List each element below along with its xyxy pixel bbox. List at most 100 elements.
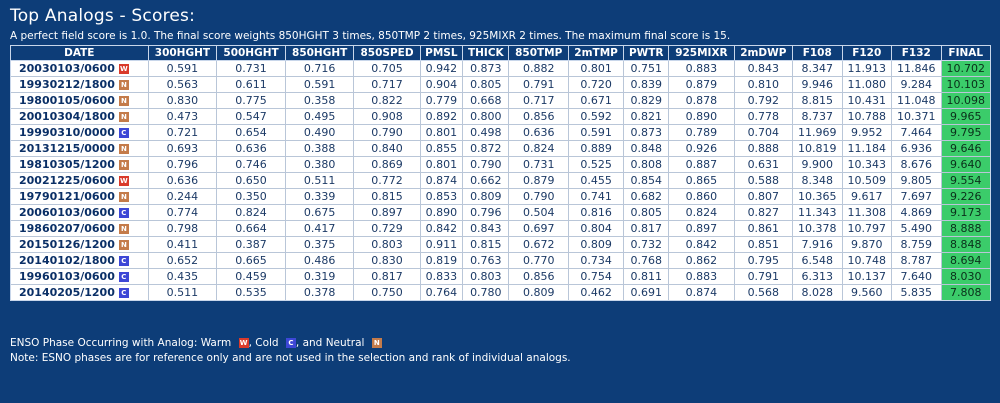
score-cell: 0.897 [669, 221, 735, 237]
score-cell: 0.804 [568, 221, 625, 237]
table-row: 19800105/0600 N 0.830 0.775 0.358 0.822 0.779 0… [11, 93, 990, 109]
enso-phase-badge-icon: C [118, 272, 129, 282]
date-text: 20030103/0600 [19, 62, 115, 75]
score-cell: 0.411 [148, 237, 218, 253]
score-cell: 0.592 [568, 109, 625, 125]
score-cell: 0.790 [354, 125, 421, 141]
date-cell: 19860207/0600 N [11, 221, 149, 237]
date-text: 20140102/1800 [19, 254, 115, 267]
score-cell: 0.375 [285, 237, 355, 253]
date-cell: 20131215/0000 N [11, 141, 149, 157]
score-cell: 0.350 [217, 189, 286, 205]
score-cell: 0.810 [734, 77, 793, 93]
score-cell: 0.588 [734, 173, 793, 189]
analog-scores-table: DATE 300HGHT 500HGHT 850HGHT 850SPED PMSL THIC… [11, 46, 990, 300]
table-row: 20060103/0600 C 0.774 0.824 0.675 0.897 0.890 0… [11, 205, 990, 221]
score-cell: 0.817 [354, 269, 421, 285]
score-cell: 0.591 [285, 77, 355, 93]
score-cell: 0.873 [463, 61, 510, 77]
score-cell: 0.662 [463, 173, 510, 189]
score-cell: 9.946 [792, 77, 843, 93]
score-cell: 10.797 [842, 221, 893, 237]
enso-phase-badge-icon: C [118, 128, 129, 138]
date-cell: 19810305/1200 N [11, 157, 149, 173]
score-cell: 0.319 [285, 269, 355, 285]
score-cell: 0.721 [148, 125, 218, 141]
final-score-cell: 10.098 [941, 93, 990, 109]
date-text: 19800105/0600 [19, 94, 115, 107]
score-cell: 0.779 [420, 93, 464, 109]
analog-scores-table-wrapper: DATE 300HGHT 500HGHT 850HGHT 850SPED PMSL THIC… [10, 45, 991, 301]
score-cell: 0.664 [217, 221, 286, 237]
enso-phase-badge-icon: N [118, 160, 129, 170]
table-row: 19990310/0000 C 0.721 0.654 0.490 0.790 0.801 0… [11, 125, 990, 141]
score-cell: 0.824 [669, 205, 735, 221]
legend-neutral-label: , and Neutral [295, 337, 365, 349]
score-cell: 0.774 [148, 205, 218, 221]
score-cell: 9.284 [892, 77, 942, 93]
score-cell: 8.787 [892, 253, 942, 269]
score-cell: 6.313 [792, 269, 843, 285]
score-cell: 0.611 [217, 77, 286, 93]
score-cell: 11.913 [842, 61, 893, 77]
score-cell: 0.791 [509, 77, 569, 93]
date-text: 20021225/0600 [19, 174, 115, 187]
score-cell: 0.691 [624, 285, 670, 300]
score-cell: 0.435 [148, 269, 218, 285]
score-cell: 0.883 [669, 269, 735, 285]
score-cell: 8.759 [892, 237, 942, 253]
enso-phase-badge-icon: N [118, 80, 129, 90]
score-cell: 0.795 [734, 253, 793, 269]
date-text: 20010304/1800 [19, 110, 115, 123]
score-cell: 0.671 [568, 93, 625, 109]
enso-phase-badge-icon: N [118, 192, 129, 202]
score-cell: 0.808 [624, 157, 670, 173]
column-header-850tmp: 850TMP [509, 46, 569, 61]
table-row: 20021225/0600 W 0.636 0.650 0.511 0.772 0.874 0… [11, 173, 990, 189]
date-cell: 20030103/0600 W [11, 61, 149, 77]
score-cell: 0.856 [509, 109, 569, 125]
date-cell: 20140102/1800 C [11, 253, 149, 269]
score-cell: 0.770 [509, 253, 569, 269]
score-cell: 0.654 [217, 125, 286, 141]
score-cell: 0.697 [509, 221, 569, 237]
score-cell: 10.365 [792, 189, 843, 205]
date-cell: 19960103/0600 C [11, 269, 149, 285]
date-cell: 20150126/1200 N [11, 237, 149, 253]
score-cell: 0.862 [669, 253, 735, 269]
column-header-date: DATE [11, 46, 149, 61]
score-cell: 0.511 [285, 173, 355, 189]
score-cell: 0.789 [669, 125, 735, 141]
score-cell: 0.908 [354, 109, 421, 125]
date-text: 19810305/1200 [19, 158, 115, 171]
score-cell: 0.911 [420, 237, 464, 253]
score-cell: 0.720 [568, 77, 625, 93]
score-cell: 0.734 [568, 253, 625, 269]
date-cell: 20060103/0600 C [11, 205, 149, 221]
score-cell: 0.816 [568, 205, 625, 221]
table-row: 19960103/0600 C 0.435 0.459 0.319 0.817 0.833 0… [11, 269, 990, 285]
score-cell: 7.640 [892, 269, 942, 285]
score-cell: 0.854 [624, 173, 670, 189]
final-score-cell: 9.173 [941, 205, 990, 221]
date-text: 19930212/1800 [19, 78, 115, 91]
score-cell: 0.842 [669, 237, 735, 253]
enso-phase-badge-icon: N [118, 112, 129, 122]
score-cell: 6.548 [792, 253, 843, 269]
final-score-cell: 8.888 [941, 221, 990, 237]
score-cell: 10.343 [842, 157, 893, 173]
warm-badge-icon: W [238, 338, 249, 348]
score-cell: 0.890 [420, 205, 464, 221]
page-title: Top Analogs - Scores: [10, 6, 196, 26]
score-cell: 0.942 [420, 61, 464, 77]
table-row: 20131215/0000 N 0.693 0.636 0.388 0.840 0.855 0… [11, 141, 990, 157]
neutral-badge-icon: N [371, 338, 382, 348]
score-cell: 0.764 [420, 285, 464, 300]
score-cell: 0.650 [217, 173, 286, 189]
score-cell: 0.591 [148, 61, 218, 77]
score-cell: 0.652 [148, 253, 218, 269]
score-cell: 0.811 [624, 269, 670, 285]
score-cell: 10.371 [892, 109, 942, 125]
score-cell: 0.380 [285, 157, 355, 173]
score-cell: 0.455 [568, 173, 625, 189]
